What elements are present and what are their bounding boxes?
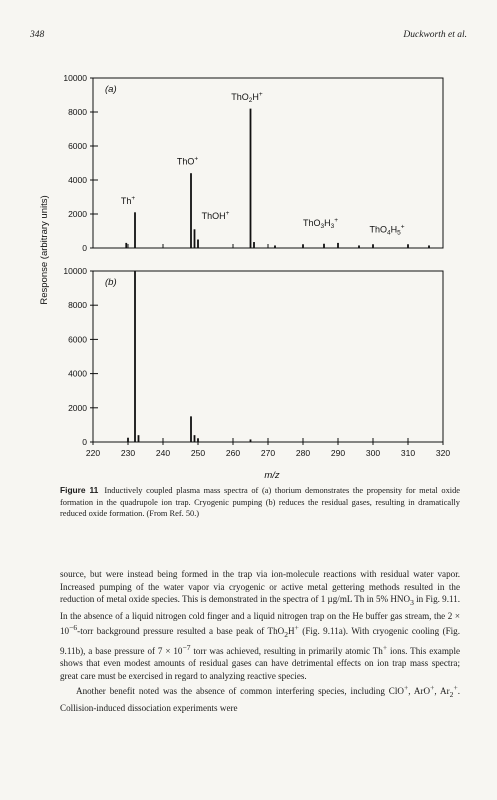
x-tick-label: 280 [296,448,310,458]
peak-annotation: ThO3H3+ [303,217,338,230]
panel-label: (b) [105,277,117,288]
y-tick-label: 10000 [63,73,87,83]
x-axis-label: m/z [264,470,280,480]
x-tick-label: 270 [261,448,275,458]
peak-annotation: ThO4H5+ [369,224,404,237]
running-header: 348 Duckworth et al. [30,30,467,44]
x-tick-label: 260 [226,448,240,458]
y-tick-label: 4000 [68,175,87,185]
figure-label: Figure 11 [60,485,99,495]
x-tick-label: 240 [156,448,170,458]
peak-annotation: Th+ [121,195,136,206]
y-tick-label: 0 [82,437,87,447]
x-tick-label: 320 [436,448,450,458]
y-tick-label: 2000 [68,209,87,219]
y-axis-label: Response (arbitrary units) [39,195,50,304]
peak-annotation: ThO2H+ [231,91,263,104]
panel-label: (a) [105,84,117,95]
figure-caption: Figure 11 Inductively coupled plasma mass… [60,485,460,520]
y-tick-label: 2000 [68,403,87,413]
x-tick-label: 250 [191,448,205,458]
paragraph-2: Another benefit noted was the absence of… [60,683,460,713]
y-tick-label: 6000 [68,334,87,344]
y-tick-label: 4000 [68,369,87,379]
y-tick-label: 0 [82,243,87,253]
panel-a: 0 2000 4000 6000 8000 10000 (a) Th+ ThO+ ThOH+ ThO… [63,73,444,253]
x-tick-label: 310 [401,448,415,458]
peak-annotation: ThOH+ [202,210,230,221]
y-tick-label: 8000 [68,300,87,310]
paragraph-1: source, but were instead being formed in… [60,569,461,681]
x-tick-label: 290 [331,448,345,458]
caption-text: Inductively coupled plasma mass spectra … [60,486,460,519]
x-tick-label: 220 [86,448,100,458]
panel-b: 0 2000 4000 6000 8000 10000 220 230 240 250 260 270… [63,266,450,458]
y-tick-label: 10000 [63,266,87,276]
y-tick-label: 6000 [68,141,87,151]
plot-frame [92,77,444,249]
peak-annotation: ThO+ [177,156,199,167]
y-tick-label: 8000 [68,107,87,117]
plot-frame [92,270,444,443]
figure-11-spectra: Response (arbitrary units) 0 2000 4000 6000… [39,73,450,480]
page-number: 348 [30,30,45,40]
running-author: Duckworth et al. [403,30,467,40]
body-text: source, but were instead being formed in… [60,568,460,714]
x-tick-label: 300 [366,448,380,458]
x-tick-label: 230 [121,448,135,458]
